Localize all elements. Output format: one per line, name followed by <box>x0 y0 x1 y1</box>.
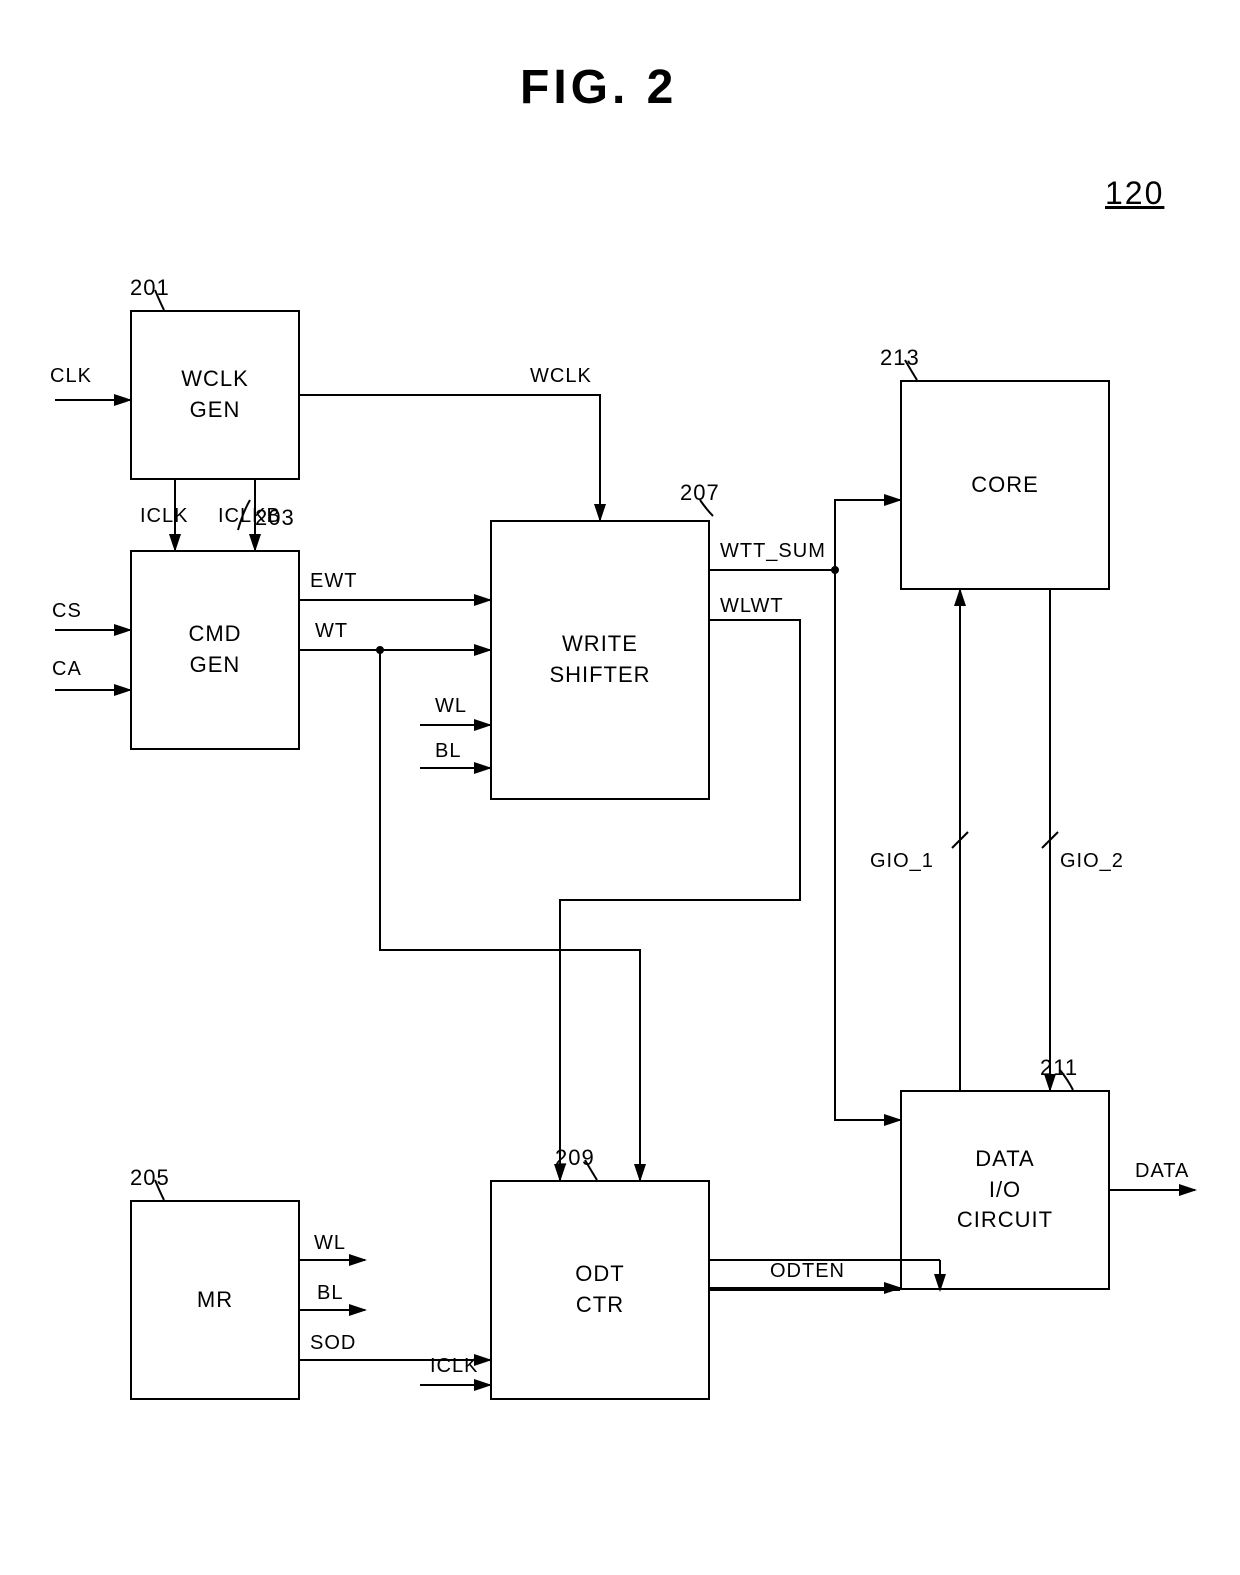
label-iclk2: ICLK <box>430 1355 478 1378</box>
block-data-io-label: DATAI/OCIRCUIT <box>957 1144 1053 1236</box>
ref-207: 207 <box>680 480 720 506</box>
ref-211: 211 <box>1040 1055 1078 1081</box>
block-core-label: CORE <box>971 470 1039 501</box>
label-wtt-sum: WTT_SUM <box>720 540 826 563</box>
label-ca: CA <box>52 658 82 681</box>
ref-205: 205 <box>130 1165 170 1191</box>
figure-title: FIG. 2 <box>520 60 677 115</box>
ref-213: 213 <box>880 345 920 371</box>
label-sod: SOD <box>310 1332 356 1355</box>
block-odt-ctr-label: ODTCTR <box>575 1259 624 1321</box>
label-wclk: WCLK <box>530 365 592 388</box>
block-cmd-gen: CMDGEN <box>130 550 300 750</box>
label-ewt: EWT <box>310 570 357 593</box>
block-odt-ctr: ODTCTR <box>490 1180 710 1400</box>
label-gio1: GIO_1 <box>870 850 934 873</box>
block-wclk-gen: WCLKGEN <box>130 310 300 480</box>
block-mr-label: MR <box>197 1285 233 1316</box>
label-cs: CS <box>52 600 82 623</box>
block-core: CORE <box>900 380 1110 590</box>
label-data: DATA <box>1135 1160 1189 1183</box>
block-mr: MR <box>130 1200 300 1400</box>
label-bl-in: BL <box>435 740 461 763</box>
label-bl-mr: BL <box>317 1282 343 1305</box>
label-wl-in: WL <box>435 695 467 718</box>
block-write-shifter-label: WRITESHIFTER <box>549 629 650 691</box>
label-gio2: GIO_2 <box>1060 850 1124 873</box>
block-write-shifter: WRITESHIFTER <box>490 520 710 800</box>
ref-209: 209 <box>555 1145 595 1171</box>
block-cmd-gen-label: CMDGEN <box>188 619 241 681</box>
label-iclkb: ICLKB <box>218 505 281 528</box>
ref-201: 201 <box>130 275 170 301</box>
label-wl-mr: WL <box>314 1232 346 1255</box>
page-reference: 120 <box>1105 175 1164 212</box>
label-odten: ODTEN <box>770 1260 845 1283</box>
label-wlwt: WLWT <box>720 595 784 618</box>
label-iclk: ICLK <box>140 505 188 528</box>
block-data-io: DATAI/OCIRCUIT <box>900 1090 1110 1290</box>
label-clk: CLK <box>50 365 92 388</box>
label-wt: WT <box>315 620 348 643</box>
block-wclk-gen-label: WCLKGEN <box>181 364 249 426</box>
